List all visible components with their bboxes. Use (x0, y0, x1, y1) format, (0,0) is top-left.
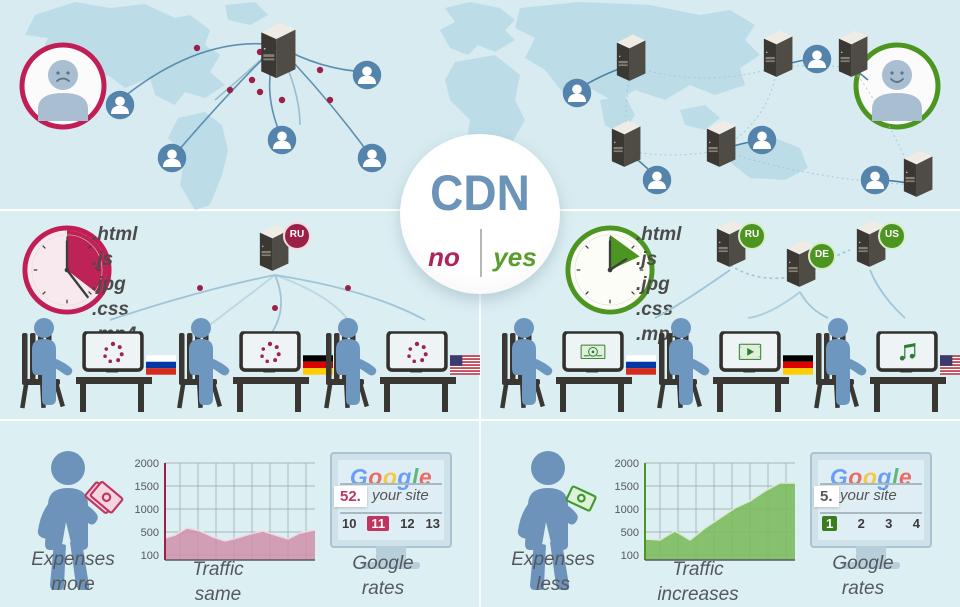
svg-text:500: 500 (621, 527, 639, 539)
svg-text:500: 500 (141, 527, 159, 539)
svg-text:1500: 1500 (135, 481, 159, 493)
svg-text:1000: 1000 (615, 504, 639, 516)
svg-text:2000: 2000 (135, 458, 159, 470)
svg-text:1500: 1500 (615, 481, 639, 493)
svg-text:1000: 1000 (135, 504, 159, 516)
svg-text:2000: 2000 (615, 458, 639, 470)
svg-text:100: 100 (141, 550, 159, 562)
svg-text:100: 100 (621, 550, 639, 562)
